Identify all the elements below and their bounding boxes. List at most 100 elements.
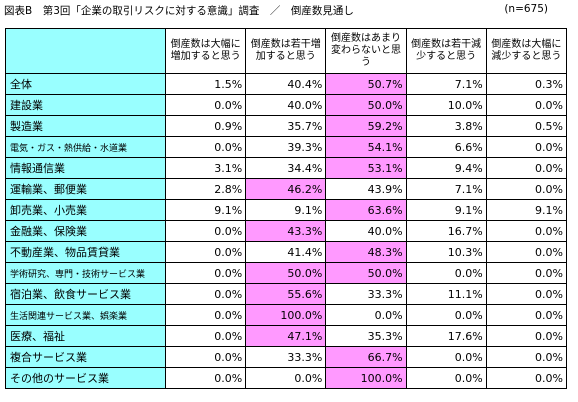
row-label: 学術研究、専門・技術サービス業: [5, 262, 166, 284]
value-cell: 47.1%: [245, 325, 327, 347]
value-cell: 55.6%: [245, 283, 327, 305]
figure-title: 図表B 第3回「企業の取引リスクに対する意識」調査 ／ 倒産数見通し: [4, 5, 354, 17]
row-label: その他のサービス業: [5, 367, 166, 389]
value-cell: 0.0%: [485, 178, 567, 200]
value-cell: 11.1%: [405, 283, 487, 305]
value-cell: 35.7%: [245, 115, 327, 137]
value-cell: 0.0%: [164, 220, 247, 242]
value-cell: 0.0%: [325, 304, 407, 326]
value-cell: 0.9%: [164, 115, 247, 137]
value-cell: 33.3%: [245, 346, 327, 368]
value-cell: 0.5%: [485, 115, 567, 137]
value-cell: 10.0%: [405, 94, 487, 116]
value-cell: 0.0%: [164, 304, 247, 326]
corner-cell: [5, 28, 166, 74]
row-label: 生活関連サービス業、娯楽業: [5, 304, 166, 326]
table-row: 全体 1.5% 40.4% 50.7% 7.1% 0.3%: [5, 73, 567, 95]
value-cell: 0.0%: [485, 220, 567, 242]
value-cell: 0.0%: [485, 94, 567, 116]
table-body: 全体 1.5% 40.4% 50.7% 7.1% 0.3% 建設業 0.0% 40.0% 50.0…: [5, 73, 567, 389]
value-cell: 46.2%: [245, 178, 327, 200]
value-cell: 63.6%: [325, 199, 407, 221]
table-row: 宿泊業、飲食サービス業 0.0% 55.6% 33.3% 11.1% 0.0%: [5, 283, 567, 305]
value-cell: 9.1%: [405, 199, 487, 221]
value-cell: 3.8%: [405, 115, 487, 137]
value-cell: 9.4%: [405, 157, 487, 179]
value-cell: 0.0%: [164, 94, 247, 116]
table-row: 複合サービス業 0.0% 33.3% 66.7% 0.0% 0.0%: [5, 346, 567, 368]
value-cell: 17.6%: [405, 325, 487, 347]
value-cell: 100.0%: [245, 304, 327, 326]
value-cell: 1.5%: [164, 73, 247, 95]
row-label: 宿泊業、飲食サービス業: [5, 283, 166, 305]
row-label: 全体: [5, 73, 166, 95]
value-cell: 54.1%: [325, 136, 407, 158]
column-header: 倒産数は大幅に増加すると思う: [164, 28, 247, 74]
table-row: 卸売業、小売業 9.1% 9.1% 63.6% 9.1% 9.1%: [5, 199, 567, 221]
value-cell: 0.0%: [164, 241, 247, 263]
row-label: 金融業、保険業: [5, 220, 166, 242]
value-cell: 50.7%: [325, 73, 407, 95]
value-cell: 7.1%: [405, 73, 487, 95]
value-cell: 0.0%: [245, 367, 327, 389]
value-cell: 40.0%: [325, 220, 407, 242]
value-cell: 6.6%: [405, 136, 487, 158]
value-cell: 0.0%: [405, 262, 487, 284]
table-row: 金融業、保険業 0.0% 43.3% 40.0% 16.7% 0.0%: [5, 220, 567, 242]
value-cell: 9.1%: [245, 199, 327, 221]
value-cell: 0.0%: [405, 304, 487, 326]
value-cell: 0.0%: [485, 157, 567, 179]
column-header: 倒産数は若干減少すると思う: [405, 28, 487, 74]
table-row: 不動産業、物品賃貸業 0.0% 41.4% 48.3% 10.3% 0.0%: [5, 241, 567, 263]
table-row: その他のサービス業 0.0% 0.0% 100.0% 0.0% 0.0%: [5, 367, 567, 389]
value-cell: 40.0%: [245, 94, 327, 116]
value-cell: 0.0%: [485, 283, 567, 305]
value-cell: 50.0%: [245, 262, 327, 284]
bankruptcy-outlook-table: 倒産数は大幅に増加すると思う 倒産数は若干増加すると思う 倒産数はあまり変わらな…: [5, 28, 567, 389]
row-label: 電気・ガス・熱供給・水道業: [5, 136, 166, 158]
value-cell: 33.3%: [325, 283, 407, 305]
row-label: 運輸業、郵便業: [5, 178, 166, 200]
value-cell: 43.9%: [325, 178, 407, 200]
value-cell: 3.1%: [164, 157, 247, 179]
column-header: 倒産数はあまり変わらないと思う: [325, 28, 407, 74]
value-cell: 16.7%: [405, 220, 487, 242]
table-row: 医療、福祉 0.0% 47.1% 35.3% 17.6% 0.0%: [5, 325, 567, 347]
row-label: 建設業: [5, 94, 166, 116]
sample-size: (n=675): [504, 3, 548, 15]
value-cell: 2.8%: [164, 178, 247, 200]
value-cell: 9.1%: [485, 199, 567, 221]
value-cell: 0.0%: [164, 346, 247, 368]
value-cell: 43.3%: [245, 220, 327, 242]
value-cell: 35.3%: [325, 325, 407, 347]
value-cell: 66.7%: [325, 346, 407, 368]
value-cell: 7.1%: [405, 178, 487, 200]
value-cell: 0.0%: [485, 367, 567, 389]
value-cell: 50.0%: [325, 262, 407, 284]
value-cell: 0.0%: [164, 283, 247, 305]
row-label: 複合サービス業: [5, 346, 166, 368]
table-row: 学術研究、専門・技術サービス業 0.0% 50.0% 50.0% 0.0% 0.0%: [5, 262, 567, 284]
table-row: 製造業 0.9% 35.7% 59.2% 3.8% 0.5%: [5, 115, 567, 137]
value-cell: 0.0%: [164, 325, 247, 347]
value-cell: 53.1%: [325, 157, 407, 179]
value-cell: 39.3%: [245, 136, 327, 158]
column-header: 倒産数は若干増加すると思う: [245, 28, 327, 74]
value-cell: 0.0%: [164, 262, 247, 284]
row-label: 卸売業、小売業: [5, 199, 166, 221]
value-cell: 40.4%: [245, 73, 327, 95]
row-label: 情報通信業: [5, 157, 166, 179]
value-cell: 0.0%: [164, 367, 247, 389]
row-label: 不動産業、物品賃貸業: [5, 241, 166, 263]
value-cell: 59.2%: [325, 115, 407, 137]
table-row: 建設業 0.0% 40.0% 50.0% 10.0% 0.0%: [5, 94, 567, 116]
value-cell: 9.1%: [164, 199, 247, 221]
value-cell: 0.0%: [405, 367, 487, 389]
row-label: 医療、福祉: [5, 325, 166, 347]
value-cell: 100.0%: [325, 367, 407, 389]
value-cell: 0.0%: [485, 136, 567, 158]
value-cell: 0.0%: [164, 136, 247, 158]
table-row: 情報通信業 3.1% 34.4% 53.1% 9.4% 0.0%: [5, 157, 567, 179]
table-row: 生活関連サービス業、娯楽業 0.0% 100.0% 0.0% 0.0% 0.0%: [5, 304, 567, 326]
value-cell: 34.4%: [245, 157, 327, 179]
